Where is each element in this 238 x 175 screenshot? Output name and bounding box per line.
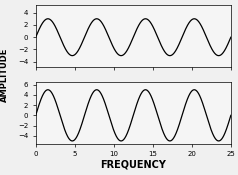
X-axis label: FREQUENCY: FREQUENCY [100, 160, 166, 170]
Text: AMPLITUDE: AMPLITUDE [0, 48, 9, 102]
